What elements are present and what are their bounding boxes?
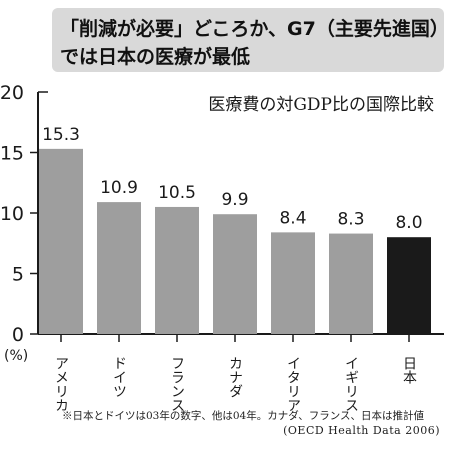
category-label: フランス bbox=[169, 356, 185, 412]
category-label: 日本 bbox=[401, 356, 417, 384]
bar bbox=[213, 214, 257, 334]
bar bbox=[97, 202, 141, 334]
bar bbox=[329, 233, 373, 334]
bar bbox=[271, 232, 315, 334]
y-tick-label: 15 bbox=[0, 143, 24, 165]
bar-value-label: 10.5 bbox=[158, 183, 196, 203]
category-label: イタリア bbox=[285, 356, 301, 412]
y-tick-label: 10 bbox=[0, 203, 24, 225]
bar-value-label: 15.3 bbox=[42, 125, 80, 145]
bar bbox=[155, 206, 199, 334]
category-label: イギリス bbox=[343, 356, 359, 412]
y-tick-label: 20 bbox=[0, 82, 24, 104]
category-label: ドイツ bbox=[111, 356, 127, 398]
bar-value-label: 8.4 bbox=[279, 208, 306, 228]
y-tick-label: 5 bbox=[12, 264, 24, 286]
category-label: カナダ bbox=[227, 356, 243, 398]
category-label: アメリカ bbox=[53, 356, 69, 412]
headline-box: 「削減が必要」どころか、G7（主要先進国） では日本の医療が最低 bbox=[52, 8, 449, 72]
headline-line-1: 「削減が必要」どころか、G7（主要先進国） bbox=[60, 18, 449, 40]
source-note: (OECD Health Data 2006) bbox=[283, 424, 440, 437]
chart-title: 医療費の対GDP比の国際比較 bbox=[208, 95, 434, 115]
y-tick-label: 0 bbox=[12, 324, 24, 346]
bar-value-label: 8.0 bbox=[395, 213, 422, 233]
bar bbox=[387, 237, 431, 334]
bar bbox=[39, 148, 83, 334]
footnote: ※日本とドイツは03年の数字、他は04年。カナダ、フランス、日本は推計値 bbox=[62, 410, 424, 422]
bar-value-label: 9.9 bbox=[221, 190, 248, 210]
bar-value-label: 10.9 bbox=[100, 178, 138, 198]
y-unit-label: (%) bbox=[4, 348, 28, 364]
headline-line-2: では日本の医療が最低 bbox=[60, 46, 251, 68]
bar-value-label: 8.3 bbox=[337, 210, 364, 230]
